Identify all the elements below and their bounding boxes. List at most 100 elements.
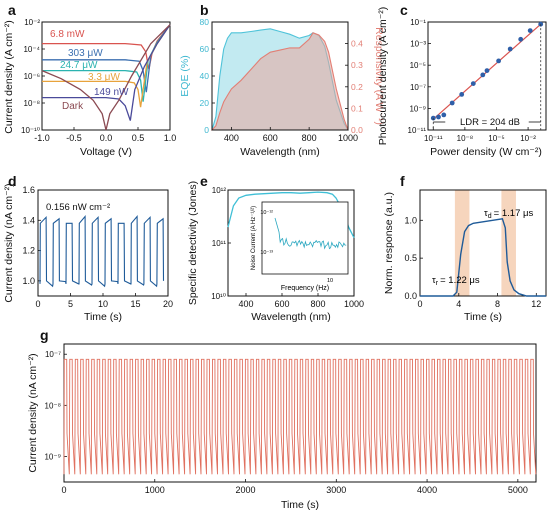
- rise-time-label: τr = 1.22 μs: [432, 275, 480, 287]
- panel-f-ytick-label: 0.0: [404, 291, 417, 301]
- data-point: [441, 112, 447, 118]
- panel-b-ytick-label: 40: [200, 71, 210, 81]
- data-point: [484, 68, 490, 73]
- data-point: [470, 81, 476, 86]
- panel-c-series: [430, 21, 544, 130]
- legend-dark: Dark: [62, 101, 84, 112]
- panel-d-annotation: 0.156 nW cm⁻²: [46, 202, 110, 213]
- panel-c-ylabel: Photocurrent density (A cm⁻²): [377, 7, 389, 146]
- data-point: [480, 72, 486, 78]
- panel-a-xtick-label: 0.0: [100, 133, 113, 143]
- panel-b-ylabel-eqe: EQE (%): [179, 55, 191, 96]
- panel-d-ytick-label: 1.6: [22, 185, 35, 195]
- noise-inset: Frequency (Hz) Noise Current (A Hz⁻¹/²) …: [251, 201, 349, 292]
- panel-g-ylabel: Current density (nA cm⁻²): [27, 353, 39, 472]
- data-point: [430, 115, 436, 121]
- panel-f-series: [420, 218, 546, 297]
- panel-c-ytick-label: 10⁻⁵: [410, 61, 426, 70]
- panel-f-xtick-label: 12: [531, 299, 541, 309]
- panel-d-xtick-label: 20: [163, 299, 173, 309]
- panel-f-ylabel: Norm. response (a.u.): [383, 192, 395, 294]
- panel-c-ytick-label: 10⁻¹¹: [408, 126, 427, 135]
- panel-e-ytick-label: 10¹⁰: [211, 292, 226, 301]
- panel-b-ytick-label: 80: [200, 17, 210, 27]
- panel-e-ytick-label: 10¹¹: [212, 239, 227, 248]
- ldr-annotation: LDR = 204 dB: [460, 117, 520, 128]
- legend-24.7uW: 24.7 μW: [60, 60, 98, 71]
- panel-g-xtick-label: 0: [61, 485, 66, 495]
- panel-b-ticks: 400 600 800 1000 0 20 40 60 80 0.0 0.1 0.2 0.3 0.4: [200, 17, 364, 143]
- panel-f-xtick-label: 8: [495, 299, 500, 309]
- panel-c-ytick-label: 10⁻⁹: [409, 104, 426, 113]
- panel-e-ylabel: Specific detectivity (Jones): [187, 181, 199, 305]
- panel-c: c 10⁻¹¹ 10⁻⁸ 10⁻⁵ 10⁻² 10⁻¹¹ 10⁻⁹ 10⁻⁷ 10⁻⁵ 10⁻³…: [377, 2, 547, 158]
- legend-149nW: 149 nW: [94, 87, 129, 98]
- data-point: [449, 100, 455, 106]
- responsivity-area: [210, 32, 349, 131]
- panel-d-ytick-label: 1.2: [22, 246, 35, 256]
- panel-e-ticks: 400 600 800 1000 10¹⁰ 10¹¹ 10¹²: [211, 186, 364, 309]
- panel-d-xtick-label: 5: [68, 299, 73, 309]
- panel-b-y2tick-label: 0.4: [351, 39, 363, 49]
- panel-label-c: c: [400, 2, 408, 18]
- panel-g-ytick-label: 10⁻⁷: [45, 350, 61, 359]
- panel-a-ytick-label: 10⁻⁶: [24, 72, 40, 81]
- panel-b-xtick-label: 600: [263, 133, 278, 143]
- panel-b-xlabel: Wavelength (nm): [240, 146, 320, 158]
- panel-e-xlabel: Wavelength (nm): [251, 311, 331, 323]
- data-point: [436, 114, 441, 120]
- legend-3.3uW: 3.3 μW: [88, 72, 120, 83]
- panel-g-xlabel: Time (s): [281, 499, 319, 511]
- panel-g-ytick-label: 10⁻⁸: [45, 401, 62, 410]
- inset-ytick-1: 10⁻¹²: [260, 210, 273, 216]
- panel-f-xtick-label: 0: [417, 299, 422, 309]
- panel-c-xtick-label: 10⁻²: [520, 134, 536, 143]
- panel-a-series-line: [41, 24, 171, 131]
- inset-frame: [261, 201, 349, 275]
- panel-d-ytick-label: 1.4: [22, 215, 35, 225]
- panel-d-ticks: 0 5 10 15 20 1.0 1.2 1.4 1.6: [22, 185, 173, 309]
- panel-g-xtick-label: 1000: [145, 485, 165, 495]
- panel-a-ytick-label: 10⁻⁴: [23, 45, 40, 54]
- panel-d-ytick-label: 1.0: [22, 276, 35, 286]
- panel-g-xtick-label: 2000: [236, 485, 256, 495]
- panel-b-xtick-label: 400: [224, 133, 239, 143]
- panel-d: d 0 5 10 15 20 1.0 1.2 1.4 1.6 0.156 nW cm⁻² Tim…: [3, 173, 173, 323]
- panel-b-y2tick-label: 0.2: [351, 82, 363, 92]
- panel-e-series: [227, 191, 355, 238]
- panel-c-xtick-label: 10⁻¹¹: [424, 134, 443, 143]
- panel-label-d: d: [8, 173, 17, 189]
- panel-a: a -1.0 -0.5 0.0 0.5 1.0 10⁻¹⁰ 10⁻⁸ 10⁻⁶ 10⁻⁴ 10⁻²…: [3, 2, 176, 158]
- panel-g-ticks: 0 1000 2000 3000 4000 5000 10⁻⁹ 10⁻⁸ 10⁻⁷: [44, 350, 527, 495]
- inset-noise-trace: [274, 217, 347, 250]
- panel-g: g 0 1000 2000 3000 4000 5000 10⁻⁹ 10⁻⁸ 10⁻⁷ Time…: [27, 327, 537, 511]
- panel-a-ticks: -1.0 -0.5 0.0 0.5 1.0 10⁻¹⁰ 10⁻⁸ 10⁻⁶ 10⁻⁴ 10⁻²: [21, 18, 176, 143]
- panel-a-xtick-label: 1.0: [164, 133, 177, 143]
- panel-b-xtick-label: 1000: [338, 133, 358, 143]
- data-point: [518, 36, 524, 42]
- panel-a-xtick-label: -1.0: [34, 133, 50, 143]
- panel-f-xlabel: Time (s): [464, 311, 502, 323]
- panel-b-y2tick-label: 0.3: [351, 60, 363, 70]
- inset-xtick: 10: [327, 278, 333, 284]
- panel-e-xtick-label: 600: [274, 299, 289, 309]
- panel-g-ytick-label: 10⁻⁹: [44, 452, 61, 461]
- panel-a-series: [41, 24, 171, 131]
- panel-f-ytick-label: 0.5: [404, 253, 417, 263]
- panel-a-xlabel: Voltage (V): [80, 146, 132, 158]
- legend-303uW: 303 μW: [68, 48, 103, 59]
- panel-b: b 400 600 800 10000204060800.00.10.20.30.4 …: [179, 2, 385, 158]
- data-point: [496, 58, 501, 64]
- panel-e-xtick-label: 400: [238, 299, 253, 309]
- panel-b-ytick-label: 0: [204, 125, 209, 135]
- panel-c-ytick-label: 10⁻³: [410, 40, 426, 49]
- decay-highlight: [501, 190, 516, 296]
- data-point: [507, 46, 513, 52]
- panel-d-xtick-label: 15: [130, 299, 140, 309]
- panel-b-xtick-label: 800: [302, 133, 317, 143]
- panel-a-ytick-label: 10⁻²: [24, 18, 40, 27]
- panel-d-series: [39, 215, 165, 288]
- detectivity-line: [227, 191, 355, 238]
- panel-d-xtick-label: 0: [35, 299, 40, 309]
